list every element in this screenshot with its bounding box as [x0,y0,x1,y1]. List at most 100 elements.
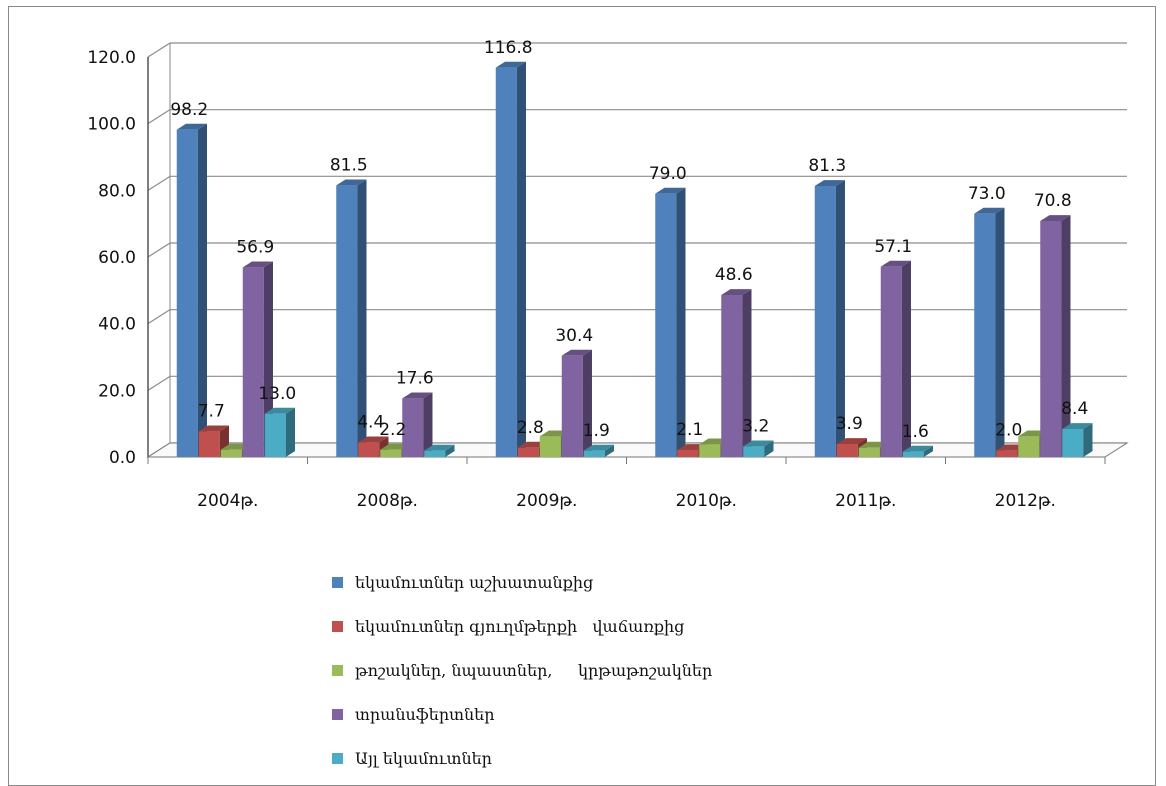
data-label: 81.5 [330,155,368,175]
bar-top [1062,423,1093,429]
bar-top [583,444,614,451]
bar-top [495,61,526,68]
bar-եկամուտներ աշխատանքից-2008թ. [336,185,358,458]
bar-Այլ եկամուտներ-2010թ. [743,446,765,457]
data-label: 7.7 [198,401,225,421]
bar-top [176,123,207,130]
data-label: 4.4 [357,412,384,432]
data-label: 30.4 [555,326,593,346]
bar-side [285,407,295,457]
legend-label: եկամուտներ գյուղմթերքի վաճառքից [355,616,685,636]
bar-թոշակներ, նպաստներ, կրթաթոշակներ-2011թ. [858,447,880,457]
bar-side [764,440,774,457]
y-tick-label: 100.0 [87,115,136,135]
legend: եկամուտներ աշխատանքից եկամուտներ գյուղմթե… [332,560,712,780]
legend-label: տրանսֆերտներ [355,704,495,724]
gridline-side [147,375,171,391]
y-tick-label: 80.0 [98,181,136,201]
bar-եկամուտներ աշխատանքից-2004թ. [176,129,198,457]
legend-swatch [332,752,343,764]
bar-top [743,440,774,447]
bar-Այլ եկամուտներ-2011թ. [902,451,924,457]
bar-top [655,187,686,194]
bar-side [923,445,933,457]
x-tick-label: 2012թ. [995,491,1056,511]
bar-side [357,179,367,457]
bar-side [742,289,752,457]
legend-label: թոշակներ, նպաստներ, կրթաթոշակներ [355,660,713,680]
bar-եկամուտներ աշխատանքից-2010թ. [655,193,677,457]
data-label: 98.2 [170,100,208,120]
data-label: 73.0 [968,184,1006,204]
legend-item: եկամուտներ գյուղմթերքի վաճառքից [332,604,712,648]
y-tick-label: 20.0 [98,381,136,401]
bar-top [198,425,229,432]
data-label: 57.1 [874,237,912,257]
data-label: 116.8 [484,38,533,58]
bar-եկամուտներ աշխատանքից-2011թ. [814,186,836,457]
bar-top [974,207,1005,214]
data-label: 79.0 [649,164,687,184]
data-label: 2.0 [995,420,1022,440]
bar-եկամուտներ գյուղմթերքի վաճառքից-2010թ. [677,450,699,457]
legend-swatch [332,620,343,632]
bar-side [263,261,273,457]
bar-թոշակներ, նպաստներ, կրթաթոշակներ-2012թ. [1018,436,1040,457]
data-label: 48.6 [715,265,753,285]
data-label: 70.8 [1034,191,1072,211]
bar-Այլ եկամուտներ-2009թ. [583,450,605,457]
data-label: 1.9 [583,421,610,441]
bar-Այլ եկամուտներ-2004թ. [264,413,286,457]
bar-top [358,436,389,443]
bar-եկամուտներ գյուղմթերքի վաճառքից-2008թ. [358,442,380,457]
bar-top [880,260,911,267]
gridline-side [147,109,171,125]
bar-թոշակներ, նպաստներ, կրթաթոշակներ-2010թ. [699,444,721,457]
legend-label: եկամուտներ աշխատանքից [355,572,594,592]
bar-տրանսֆերտներ-2008թ. [402,398,424,457]
y-tick-label: 40.0 [98,315,136,335]
bar-թոշակներ, նպաստներ, կրթաթոշակներ-2009թ. [539,436,561,457]
bar-եկամուտներ գյուղմթերքի վաճառքից-2011թ. [836,444,858,457]
legend-item: թոշակներ, նպաստներ, կրթաթոշակներ [332,648,712,692]
bar-թոշակներ, նպաստներ, կրթաթոշակներ-2008թ. [380,449,402,457]
x-tick-label: 2009թ. [516,491,577,511]
bar-եկամուտներ գյուղմթերքի վաճառքից-2004թ. [198,431,220,457]
bar-top [264,407,295,414]
bar-տրանսֆերտներ-2010թ. [721,295,743,457]
gridline-side [147,309,171,325]
data-label: 81.3 [808,156,846,176]
bar-եկամուտներ աշխատանքից-2009թ. [495,67,517,458]
bar-side [197,123,207,457]
data-label: 3.2 [742,416,769,436]
legend-item: տրանսֆերտներ [332,692,712,736]
bar-տրանսֆերտներ-2009թ. [561,355,583,457]
bar-side [423,392,433,457]
bar-chart: 0.0 20.0 40.0 60.0 80.0 100.0 120.0 2004թ. 2008թ… [87,38,1129,511]
bar-top [424,444,455,451]
bar-թոշակներ, նպաստներ, կրթաթոշակներ-2004թ. [220,449,242,457]
y-tick-label: 120.0 [87,48,136,68]
bar-side [582,349,592,457]
bar-top [721,289,752,295]
bar-top [561,349,592,356]
bar-top [1040,215,1071,221]
bar-side [835,180,845,457]
y-tick-label: 0.0 [109,448,136,468]
bar-top [242,261,273,268]
bar-եկամուտներ գյուղմթերքի վաճառքից-2012թ. [996,450,1018,457]
gridline-side [147,175,171,191]
data-label: 56.9 [236,237,274,257]
data-label: 8.4 [1061,399,1088,419]
bar-Այլ եկամուտներ-2012թ. [1062,429,1084,457]
bar-top [836,438,867,444]
legend-label: Այլ եկամուտներ [355,748,492,768]
bar-side [995,207,1005,457]
x-tick-label: 2010թ. [676,491,737,511]
legend-swatch [332,664,343,676]
bar-side [1083,423,1093,457]
data-label: 1.6 [902,422,929,442]
bar-տրանսֆերտներ-2011թ. [880,266,902,457]
bar-եկամուտներ գյուղմթերքի վաճառքից-2009թ. [517,447,539,457]
data-label: 2.2 [379,420,406,440]
